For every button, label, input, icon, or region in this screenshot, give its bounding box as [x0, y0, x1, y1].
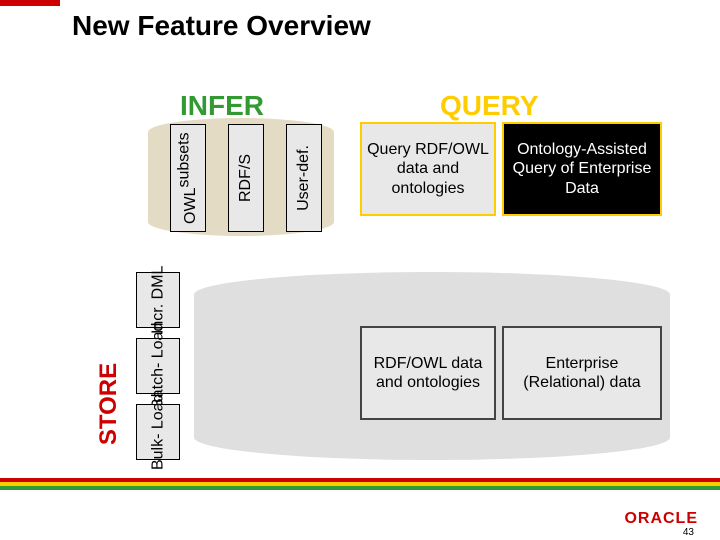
infer-box-label: OWLsubsets	[176, 132, 200, 224]
corner-bar	[0, 0, 60, 6]
store-box: Incr. DML	[136, 272, 180, 328]
content-box: Ontology-Assisted Query of Enterprise Da…	[502, 122, 662, 216]
footer-stripe	[0, 486, 720, 490]
brand-logo: ORACLE	[624, 510, 698, 528]
infer-label: INFER	[180, 90, 264, 122]
infer-box: RDF/S	[228, 124, 264, 232]
store-box: Bulk- Load	[136, 404, 180, 460]
store-box: Batch- Load	[136, 338, 180, 394]
store-label: STORE	[95, 363, 123, 445]
query-label: QUERY	[440, 90, 539, 122]
slide-number: 43	[683, 527, 694, 538]
content-box: Enterprise (Relational) data	[502, 326, 662, 420]
content-box: Query RDF/OWL data and ontologies	[360, 122, 496, 216]
infer-box: User-def.	[286, 124, 322, 232]
content-box: RDF/OWL data and ontologies	[360, 326, 496, 420]
infer-box-label: RDF/S	[237, 154, 255, 202]
store-box-label: Bulk- Load	[149, 394, 167, 471]
page-title: New Feature Overview	[72, 10, 371, 42]
infer-box-label: User-def.	[295, 145, 313, 211]
infer-box: OWLsubsets	[170, 124, 206, 232]
